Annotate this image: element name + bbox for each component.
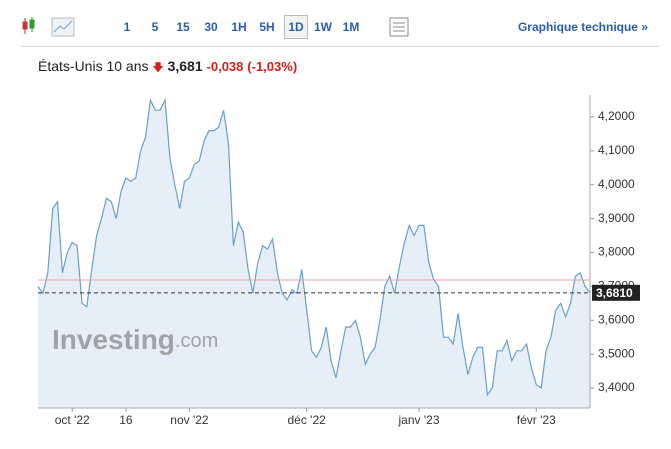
watermark-suffix: .com — [175, 330, 218, 352]
indicator-icon[interactable] — [388, 16, 412, 40]
y-tick-label: 3,5000 — [598, 346, 635, 360]
interval-button[interactable]: 1W — [314, 20, 332, 34]
y-tick-label: 4,1000 — [598, 143, 635, 157]
x-tick-label: janv '23 — [398, 413, 440, 427]
current-label: 3,6810 — [596, 286, 633, 300]
interval-button[interactable]: 30 — [204, 20, 218, 34]
y-tick-label: 3,8000 — [598, 245, 635, 259]
interval-button[interactable]: 1M — [342, 20, 360, 34]
x-tick-label: févr '23 — [517, 413, 556, 427]
change: -0,038 — [206, 59, 244, 74]
x-tick-label: 16 — [119, 413, 133, 427]
current-label-box — [592, 284, 640, 301]
chart-type-icons — [22, 17, 75, 37]
x-tick-label: déc '22 — [288, 413, 327, 427]
watermark: Investing.com — [52, 324, 218, 355]
toolbar: 1 5 15 30 1H 5H 1D 1W 1M Graphique technique » — [20, 12, 660, 47]
y-tick-label: 4,2000 — [598, 109, 635, 123]
instrument-name: États-Unis 10 ans — [38, 58, 149, 74]
y-tick-label: 4,0000 — [598, 177, 635, 191]
technical-link[interactable]: Graphique technique » — [517, 20, 648, 34]
area-fill — [38, 100, 590, 408]
interval-button[interactable]: 15 — [176, 20, 190, 34]
quote-header: États-Unis 10 ans 🡇 3,681 -0,038 (-1,03%… — [38, 58, 297, 78]
interval-button[interactable]: 5 — [151, 20, 159, 34]
price: 3,681 — [167, 58, 203, 74]
change-percent: (-1,03%) — [247, 59, 298, 74]
down-arrow: 🡇 — [152, 62, 164, 74]
y-tick-label: 3,9000 — [598, 211, 635, 225]
watermark-brand: Investing — [52, 324, 175, 355]
interval-button[interactable]: 1D — [284, 15, 308, 39]
interval-button[interactable]: 1 — [123, 20, 131, 34]
x-tick-label: oct '22 — [55, 413, 90, 427]
y-tick-label: 3,6000 — [598, 312, 635, 326]
y-tick-label: 3,4000 — [598, 380, 635, 394]
price-line — [37, 97, 591, 397]
interval-button[interactable]: 5H — [259, 20, 275, 34]
x-tick-label: nov '22 — [170, 413, 209, 427]
interval-button[interactable]: 1H — [231, 20, 247, 34]
